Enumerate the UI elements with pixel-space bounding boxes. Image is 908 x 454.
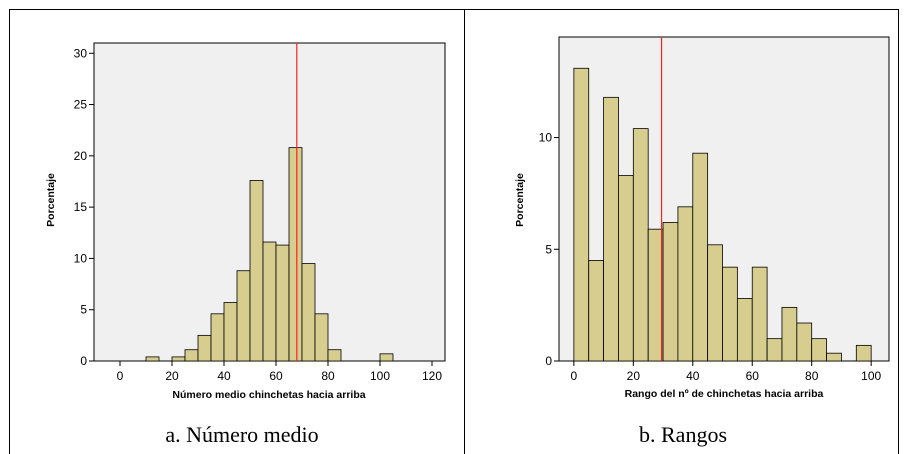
y-axis-title: Porcentaje	[45, 173, 57, 227]
histogram-bar	[766, 338, 783, 362]
y-tick-label: 5	[80, 303, 87, 317]
y-tick-label: 0	[80, 354, 87, 368]
histogram-bar	[811, 338, 827, 362]
x-tick-label: 60	[269, 369, 283, 383]
y-tick-label: 0	[545, 354, 552, 368]
histogram-bar	[722, 266, 738, 362]
histogram-bar	[275, 244, 290, 362]
histogram-bar	[588, 260, 604, 362]
histogram-bar	[736, 298, 753, 362]
x-tick-label: 0	[117, 369, 124, 383]
panel-caption: a. Número medio	[165, 422, 318, 447]
histogram-bar	[379, 353, 394, 362]
y-tick-label: 10	[539, 131, 553, 145]
y-tick-label: 30	[74, 46, 88, 60]
x-tick-label: 40	[686, 369, 700, 383]
x-tick-label: 120	[422, 369, 442, 383]
y-tick-label: 5	[545, 242, 552, 256]
bars-group	[145, 147, 394, 362]
histogram-bar	[632, 128, 649, 362]
y-tick-label: 10	[74, 251, 88, 265]
x-ticks-group: 0 20 40 60 80 100	[571, 361, 881, 383]
histogram-bar	[262, 241, 277, 362]
histogram-bar	[171, 356, 186, 362]
y-tick-label: 15	[74, 200, 88, 214]
histogram-bar	[781, 306, 798, 362]
y-tick-label: 25	[74, 98, 88, 112]
x-tick-label: 100	[370, 369, 390, 383]
histogram-bar	[223, 302, 238, 362]
histogram-panel-range: 0 20 40 60 80 100 0 5 10 Rango del nº de chinch…	[514, 36, 890, 447]
histogram-bar	[184, 349, 199, 362]
y-ticks-group: 0 5 10	[539, 131, 559, 368]
histogram-bar	[692, 152, 709, 362]
x-axis-title: Número medio chinchetas hacia arriba	[172, 389, 365, 401]
x-tick-label: 0	[571, 369, 578, 383]
histogram-bar	[796, 322, 813, 362]
histogram-bar	[314, 313, 329, 362]
x-tick-label: 20	[165, 369, 179, 383]
histogram-bar	[707, 244, 723, 362]
x-tick-label: 60	[746, 369, 760, 383]
y-axis-title: Porcentaje	[514, 173, 526, 227]
histogram-bar	[327, 349, 342, 362]
histogram-bar	[145, 356, 160, 362]
histogram-bar	[603, 96, 619, 362]
x-tick-label: 80	[805, 369, 819, 383]
histogram-bar	[647, 228, 664, 362]
panel-caption: b. Rangos	[639, 422, 727, 447]
histogram-bar	[751, 266, 768, 362]
histogram-bar	[855, 344, 872, 362]
bars-group	[573, 67, 872, 362]
histogram-bar	[662, 222, 679, 362]
histogram-bar	[210, 313, 225, 362]
x-tick-label: 80	[321, 369, 335, 383]
histogram-bar	[677, 206, 694, 362]
x-tick-label: 40	[217, 369, 231, 383]
histogram-bar	[573, 67, 590, 362]
histogram-bar	[197, 334, 212, 362]
histogram-bar	[301, 263, 316, 362]
y-tick-label: 20	[74, 149, 88, 163]
x-ticks-group: 0 20 40 60 80 100 120	[117, 361, 442, 383]
y-ticks-group: 0 5 10 15 20 25 30	[74, 46, 94, 368]
histogram-bar	[618, 175, 634, 362]
x-tick-label: 100	[861, 369, 881, 383]
x-axis-title: Rango del nº de chinchetas hacia arriba	[625, 388, 824, 400]
x-tick-label: 20	[627, 369, 641, 383]
histogram-panel-mean: 0 20 40 60 80 100 120 0 5 10 15 20 25 30 Número medi…	[45, 42, 446, 447]
histogram-bar	[288, 147, 303, 362]
histogram-bar	[249, 180, 264, 362]
histogram-bar	[826, 352, 842, 362]
histogram-bar	[236, 270, 251, 362]
